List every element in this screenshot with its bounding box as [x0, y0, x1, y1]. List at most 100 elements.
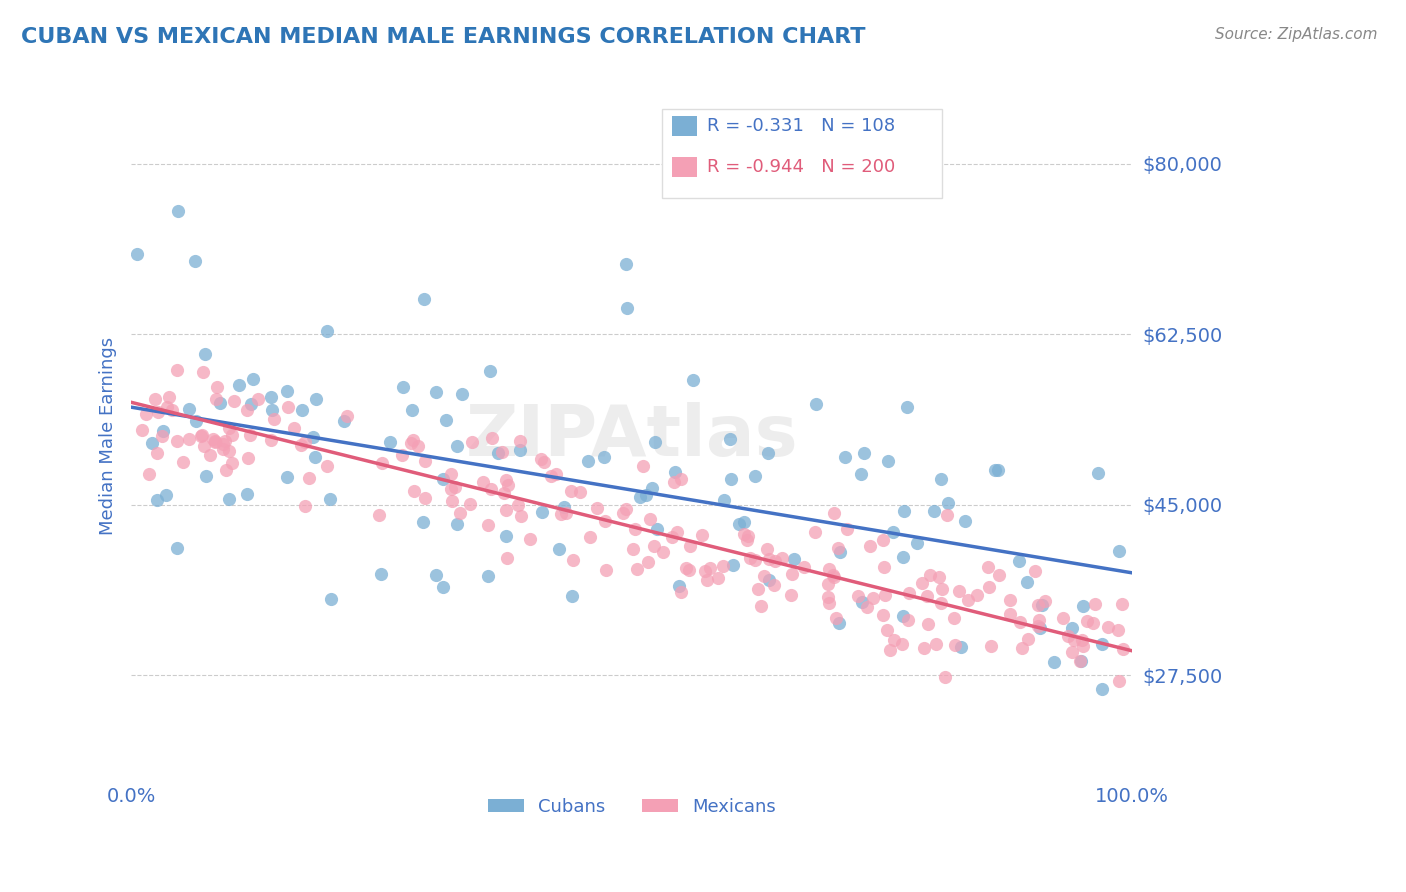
Point	[1071, 599, 1094, 614]
Point	[943, 639, 966, 653]
Point	[150, 429, 173, 443]
Point	[238, 428, 260, 442]
Point	[204, 434, 226, 448]
Point	[440, 494, 463, 508]
Point	[156, 400, 179, 414]
Point	[652, 545, 675, 559]
Point	[506, 498, 529, 512]
Point	[193, 438, 215, 452]
Point	[298, 471, 321, 485]
Point	[595, 563, 617, 577]
Point	[713, 493, 735, 508]
Point	[1063, 632, 1085, 647]
Point	[425, 567, 447, 582]
Point	[1084, 597, 1107, 611]
Point	[851, 595, 873, 609]
Point	[194, 468, 217, 483]
Point	[905, 536, 928, 550]
Point	[530, 451, 553, 466]
FancyBboxPatch shape	[672, 116, 697, 136]
Point	[988, 568, 1011, 582]
Point	[783, 551, 806, 566]
Point	[696, 574, 718, 588]
Point	[406, 439, 429, 453]
Point	[166, 541, 188, 555]
Point	[166, 434, 188, 448]
Point	[1024, 564, 1046, 578]
Point	[678, 563, 700, 577]
Point	[496, 478, 519, 492]
Point	[1091, 637, 1114, 651]
Point	[721, 558, 744, 572]
Point	[439, 482, 461, 496]
Point	[1107, 624, 1129, 638]
Point	[172, 455, 194, 469]
Point	[853, 445, 876, 459]
Point	[728, 516, 751, 531]
Point	[957, 593, 980, 607]
Point	[579, 530, 602, 544]
Point	[319, 492, 342, 507]
Point	[194, 347, 217, 361]
Point	[179, 401, 201, 416]
Point	[875, 589, 897, 603]
Point	[370, 566, 392, 581]
Point	[544, 467, 567, 481]
Point	[412, 515, 434, 529]
Point	[934, 670, 956, 684]
Point	[943, 611, 966, 625]
Point	[392, 380, 415, 394]
Point	[824, 610, 846, 624]
Point	[316, 459, 339, 474]
Point	[671, 584, 693, 599]
Point	[283, 421, 305, 435]
Point	[446, 439, 468, 453]
Point	[425, 385, 447, 400]
Point	[733, 515, 755, 529]
Point	[294, 435, 316, 450]
Point	[554, 506, 576, 520]
Point	[984, 463, 1007, 477]
Point	[1108, 544, 1130, 558]
Point	[593, 450, 616, 465]
Point	[824, 569, 846, 583]
Point	[882, 525, 904, 540]
Point	[160, 403, 183, 417]
Point	[247, 392, 270, 407]
Point	[205, 392, 228, 406]
Point	[897, 614, 920, 628]
Point	[561, 589, 583, 603]
Point	[621, 542, 644, 557]
Point	[614, 257, 637, 271]
Point	[146, 405, 169, 419]
Point	[221, 456, 243, 470]
Point	[720, 472, 742, 486]
Point	[872, 533, 894, 547]
Point	[291, 403, 314, 417]
Point	[155, 488, 177, 502]
Point	[638, 512, 661, 526]
Point	[998, 607, 1021, 622]
Point	[711, 559, 734, 574]
Point	[1043, 655, 1066, 669]
Point	[531, 505, 554, 519]
Point	[935, 508, 957, 522]
Point	[998, 593, 1021, 607]
Point	[737, 529, 759, 543]
Point	[461, 435, 484, 450]
Point	[976, 560, 998, 574]
Point	[402, 484, 425, 499]
Point	[540, 468, 562, 483]
Point	[891, 637, 914, 651]
Point	[152, 424, 174, 438]
Point	[198, 448, 221, 462]
Point	[1097, 620, 1119, 634]
Point	[242, 372, 264, 386]
Point	[238, 450, 260, 465]
Point	[763, 554, 786, 568]
Point	[184, 253, 207, 268]
Point	[495, 503, 517, 517]
Point	[402, 433, 425, 447]
Point	[770, 551, 793, 566]
Point	[218, 491, 240, 506]
